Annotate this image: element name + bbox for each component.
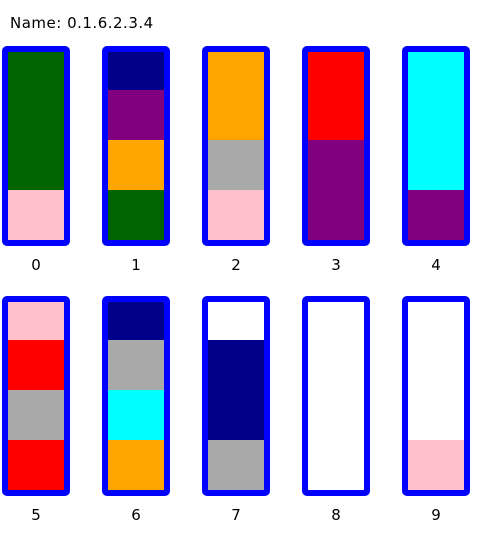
ball-purple bbox=[108, 90, 164, 140]
tube-label: 4 bbox=[431, 256, 441, 274]
ball-cyan bbox=[408, 140, 464, 190]
tube-7[interactable] bbox=[202, 296, 270, 496]
tube-label: 9 bbox=[431, 506, 441, 524]
tube-label: 1 bbox=[131, 256, 141, 274]
tube-label: 6 bbox=[131, 506, 141, 524]
ball-orange bbox=[208, 52, 264, 90]
ball-navy bbox=[108, 52, 164, 90]
tube-5[interactable] bbox=[2, 296, 70, 496]
ball-darkgreen bbox=[108, 190, 164, 240]
ball-red bbox=[308, 52, 364, 90]
tube-label: 0 bbox=[31, 256, 41, 274]
ball-gray bbox=[108, 340, 164, 390]
ball-purple bbox=[408, 190, 464, 240]
ball-purple bbox=[308, 140, 364, 190]
ball-pink bbox=[8, 302, 64, 340]
ball-pink bbox=[8, 190, 64, 240]
ball-cyan bbox=[408, 90, 464, 140]
ball-cyan bbox=[408, 52, 464, 90]
ball-pink bbox=[208, 190, 264, 240]
ball-darkgreen bbox=[8, 52, 64, 90]
ball-navy bbox=[208, 390, 264, 440]
ball-orange bbox=[108, 140, 164, 190]
ball-red bbox=[8, 340, 64, 390]
tube-0[interactable] bbox=[2, 46, 70, 246]
tube-8[interactable] bbox=[302, 296, 370, 496]
tube-label: 5 bbox=[31, 506, 41, 524]
tube-1[interactable] bbox=[102, 46, 170, 246]
ball-red bbox=[308, 90, 364, 140]
tube-3[interactable] bbox=[302, 46, 370, 246]
puzzle-name: Name: 0.1.6.2.3.4 bbox=[10, 14, 154, 32]
tube-label: 2 bbox=[231, 256, 241, 274]
ball-gray bbox=[208, 440, 264, 490]
ball-purple bbox=[308, 190, 364, 240]
ball-navy bbox=[208, 340, 264, 390]
tube-9[interactable] bbox=[402, 296, 470, 496]
ball-darkgreen bbox=[8, 140, 64, 190]
tube-2[interactable] bbox=[202, 46, 270, 246]
ball-darkgreen bbox=[8, 90, 64, 140]
ball-orange bbox=[108, 440, 164, 490]
ball-pink bbox=[408, 440, 464, 490]
tube-label: 3 bbox=[331, 256, 341, 274]
tube-6[interactable] bbox=[102, 296, 170, 496]
ball-red bbox=[8, 440, 64, 490]
ball-gray bbox=[8, 390, 64, 440]
ball-orange bbox=[208, 90, 264, 140]
tube-4[interactable] bbox=[402, 46, 470, 246]
ball-navy bbox=[108, 302, 164, 340]
tube-label: 8 bbox=[331, 506, 341, 524]
tube-label: 7 bbox=[231, 506, 241, 524]
ball-gray bbox=[208, 140, 264, 190]
ball-cyan bbox=[108, 390, 164, 440]
